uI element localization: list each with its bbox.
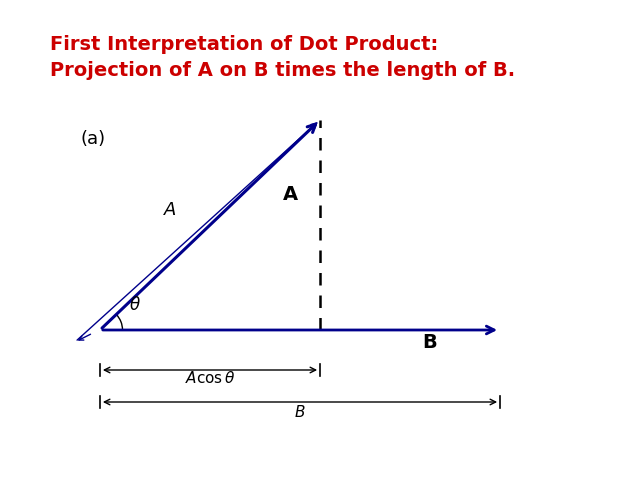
- Text: $\mathbf{B}$: $\mathbf{B}$: [422, 334, 438, 352]
- Text: $\mathbf{A}$: $\mathbf{A}$: [282, 185, 298, 204]
- Text: $A$: $A$: [163, 201, 177, 219]
- Text: $A\cos\theta$: $A\cos\theta$: [185, 370, 236, 386]
- Text: $B$: $B$: [294, 404, 306, 420]
- Text: First Interpretation of Dot Product:
Projection of A on B times the length of B.: First Interpretation of Dot Product: Pro…: [50, 35, 515, 81]
- Text: (a): (a): [80, 130, 105, 148]
- Text: $\theta$: $\theta$: [129, 296, 141, 314]
